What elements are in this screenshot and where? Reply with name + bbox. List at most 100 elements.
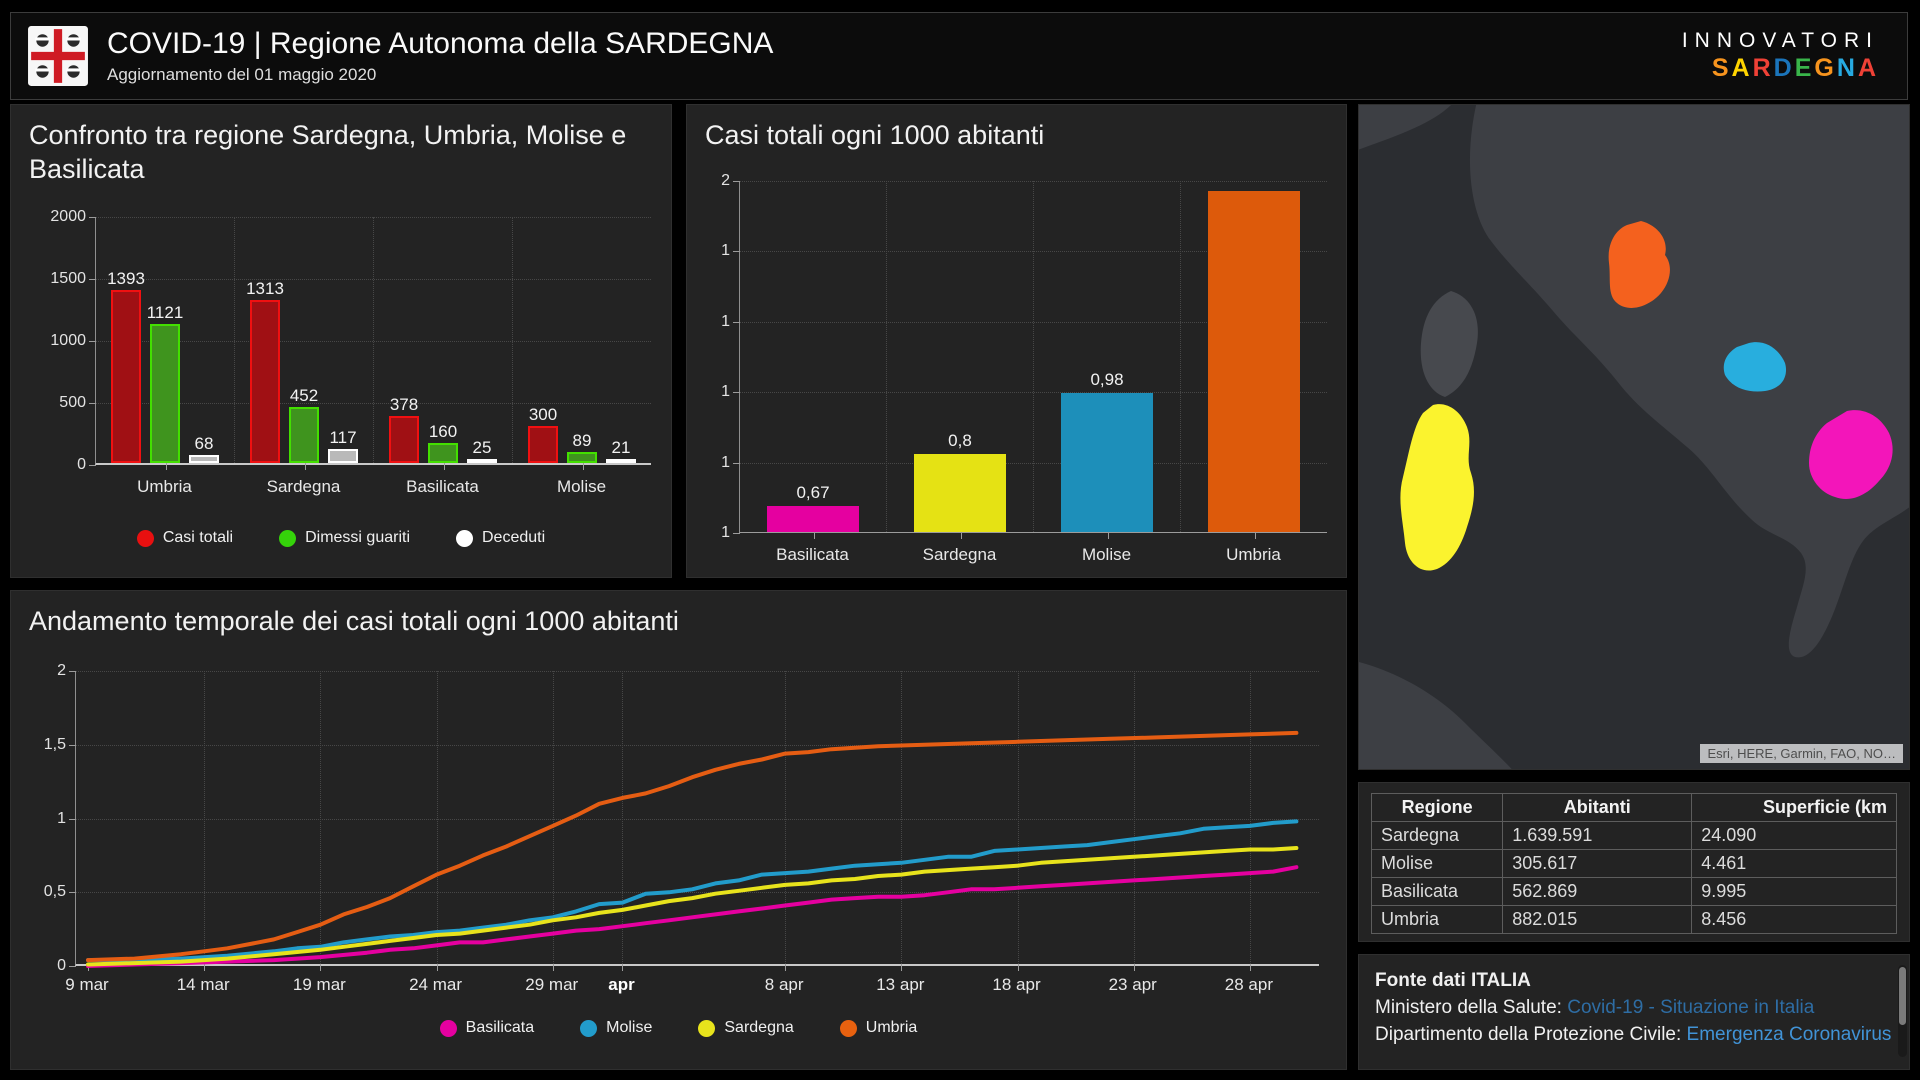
legend-item-molise[interactable]: Molise: [580, 1019, 652, 1037]
gridline: [622, 671, 624, 964]
bar-deceduti-sardegna[interactable]: 117: [328, 428, 358, 463]
table-row[interactable]: Basilicata 562.869 9.995: [1370, 877, 1897, 906]
x-tick-label: 19 mar: [292, 975, 346, 994]
gridline: [76, 671, 1319, 672]
bar-value-label: 300: [528, 404, 558, 424]
map-canvas[interactable]: [1359, 105, 1910, 770]
x-tick-label: 24 mar: [409, 975, 463, 994]
bar-basilicata[interactable]: 0,67: [767, 483, 859, 532]
bar-deceduti-molise[interactable]: 21: [606, 438, 636, 463]
line-series-sardegna[interactable]: [86, 846, 1299, 967]
x-tick-label: 13 apr: [876, 975, 925, 994]
bar-dimessi-guariti-molise[interactable]: 89: [567, 431, 597, 463]
bar-slot-molise: 0,98: [1034, 181, 1181, 532]
panel-fonte-dati: Fonte dati ITALIA Ministero della Salute…: [1358, 954, 1910, 1070]
bar-group-basilicata: 378 160 25: [374, 217, 513, 463]
y-tick-label: 1: [721, 453, 730, 471]
bar-casi-totali-umbria[interactable]: 1393: [107, 269, 145, 463]
brand-letter: A: [1731, 54, 1753, 82]
x-tick-label: 9 mar: [65, 975, 109, 994]
chart-title-confronto: Confronto tra regione Sardegna, Umbria, …: [29, 120, 627, 184]
bar-umbria[interactable]: [1208, 190, 1300, 532]
table-cell: 1.639.591: [1502, 821, 1693, 850]
bar-value-label: 68: [194, 433, 214, 453]
map-region-sardegna[interactable]: [1400, 404, 1474, 571]
map-region-basilicata[interactable]: [1809, 410, 1893, 500]
scrollbar-thumb[interactable]: [1899, 967, 1906, 1025]
map-land-coast-nw: [1359, 105, 1451, 150]
gridline: [204, 671, 206, 964]
bar-deceduti-basilicata[interactable]: 25: [467, 438, 497, 463]
y-tick-label: 2: [721, 172, 730, 189]
gridline: [76, 744, 1319, 746]
y-tick-label: 0,5: [43, 883, 66, 901]
bar-slot-umbria: [1181, 181, 1327, 532]
bar-group-sardegna: 1313 452 117: [235, 217, 374, 463]
gridline: [1133, 671, 1135, 964]
bar-dimessi-guariti-basilicata[interactable]: 160: [428, 422, 458, 463]
map-region-molise[interactable]: [1723, 342, 1787, 392]
map-land-coast-south: [1359, 662, 1512, 769]
y-tick-label: 1: [721, 312, 730, 330]
bar-casi-totali-molise[interactable]: 300: [528, 405, 558, 463]
bar-sardegna[interactable]: 0,8: [914, 431, 1006, 532]
bar-value-label: 25: [472, 438, 492, 457]
table-cell: 882.015: [1502, 905, 1693, 934]
line-series-basilicata[interactable]: [86, 865, 1299, 968]
bar-slot-basilicata: 0,67: [740, 181, 887, 532]
legend-item-sardegna[interactable]: Sardegna: [698, 1019, 794, 1037]
update-date: Aggiornamento del 01 maggio 2020: [107, 65, 377, 84]
table-header-superficie-km[interactable]: Superficie (km: [1691, 793, 1897, 822]
bar-value-label: 89: [572, 430, 592, 450]
table-cell: Basilicata: [1370, 877, 1504, 906]
brand-letter: R: [1752, 54, 1774, 82]
map-region-umbria[interactable]: [1608, 221, 1670, 308]
y-tick-label: 2000: [50, 208, 86, 225]
brand-letter: N: [1836, 54, 1858, 82]
link-emergenza-coronavirus[interactable]: Emergenza Coronavirus: [1686, 1023, 1892, 1045]
gridline: [320, 671, 322, 964]
legend-dot: [698, 1019, 716, 1037]
y-tick-label: 1,5: [43, 735, 66, 753]
bar-dimessi-guariti-umbria[interactable]: 1121: [147, 303, 183, 463]
x-axis-labels: Umbria Sardegna Basilicata Molise: [95, 477, 651, 497]
map-italy-regions[interactable]: Esri, HERE, Garmin, FAO, NO…: [1358, 104, 1910, 770]
map-island-corsica: [1420, 291, 1478, 397]
x-tick-label: apr: [608, 975, 635, 994]
bar-dimessi-guariti-sardegna[interactable]: 452: [289, 386, 319, 463]
line-series-umbria[interactable]: [86, 730, 1299, 963]
page-title: COVID-19 | Regione Autonoma della SARDEG…: [107, 27, 774, 60]
table-cell: Sardegna: [1370, 821, 1504, 850]
legend-dot: [456, 529, 473, 547]
x-tick-label: 29 mar: [525, 975, 579, 994]
line-series-molise[interactable]: [86, 819, 1299, 963]
gridline: [785, 671, 787, 964]
bar-deceduti-umbria[interactable]: 68: [189, 434, 219, 463]
table-row[interactable]: Molise 305.617 4.461: [1370, 849, 1897, 878]
legend-label: Sardegna: [724, 1019, 794, 1036]
panel-andamento-temporale: Andamento temporale dei casi totali ogni…: [10, 590, 1347, 1070]
bar-value-label: 1121: [146, 303, 184, 322]
bar-casi-totali-basilicata[interactable]: 378: [389, 395, 419, 463]
table-row[interactable]: Umbria 882.015 8.456: [1370, 905, 1897, 934]
table-row[interactable]: Sardegna 1.639.591 24.090: [1370, 821, 1897, 850]
bar-chart-casi-1000: 2 1 1 1 1 1 0,67 0,8 0,98: [721, 172, 1327, 541]
legend-item-umbria[interactable]: Umbria: [839, 1019, 917, 1037]
bar-molise[interactable]: 0,98: [1061, 370, 1153, 532]
table-cell: 8.456: [1691, 905, 1897, 934]
legend-item-casi-totali[interactable]: Casi totali: [136, 529, 233, 547]
x-category-label: Sardegna: [266, 477, 341, 496]
legend-andamento: Basilicata Molise Sardegna Umbria: [11, 1019, 1346, 1037]
legend-item-basilicata[interactable]: Basilicata: [439, 1019, 534, 1037]
legend-item-dimessi-guariti[interactable]: Dimessi guariti: [279, 529, 410, 547]
legend-item-deceduti[interactable]: Deceduti: [456, 529, 545, 547]
table-header-abitanti[interactable]: Abitanti: [1502, 793, 1693, 822]
table-cell: Umbria: [1370, 905, 1504, 934]
table-header-regione[interactable]: Regione: [1370, 793, 1504, 822]
link-situazione-italia[interactable]: Covid-19 - Situazione in Italia: [1567, 996, 1815, 1018]
bar-casi-totali-sardegna[interactable]: 1313: [246, 279, 284, 463]
scrollbar[interactable]: [1898, 965, 1907, 1057]
region-table[interactable]: Regione Abitanti Superficie (km Sardegna 1.…: [1370, 793, 1897, 934]
dashboard-header: COVID-19 | Regione Autonoma della SARDEG…: [10, 12, 1908, 100]
brand-letter: E: [1794, 54, 1815, 82]
